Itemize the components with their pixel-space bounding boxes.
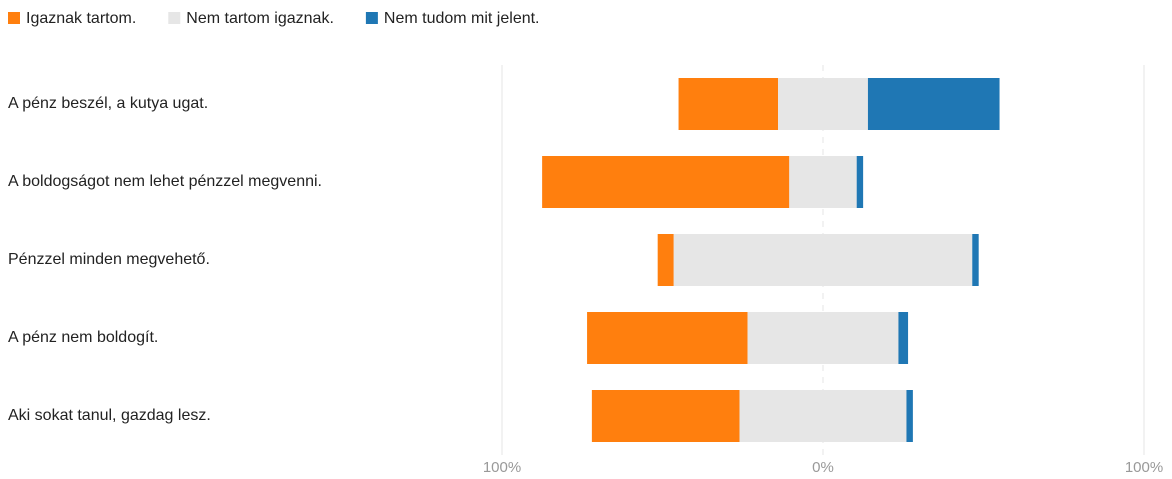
bar-segment	[747, 312, 899, 364]
bar-segment	[678, 78, 779, 130]
bar-segment	[739, 390, 907, 442]
x-tick-label: 0%	[812, 459, 834, 476]
y-tick-label: A pénz beszél, a kutya ugat.	[8, 95, 208, 112]
bar-segment	[778, 78, 868, 130]
bar-segment	[906, 390, 913, 442]
bar-segment	[587, 312, 748, 364]
y-tick-label: A pénz nem boldogít.	[8, 329, 158, 346]
legend-label: Nem tartom igaznak.	[186, 10, 334, 27]
bar-segment	[657, 234, 674, 286]
bar-segment	[898, 312, 909, 364]
x-tick-label: 100%	[1125, 459, 1163, 476]
legend-label: Igaznak tartom.	[26, 10, 136, 27]
x-tick-label: 100%	[483, 459, 521, 476]
legend-label: Nem tudom mit jelent.	[384, 10, 540, 27]
bar-segment	[867, 78, 1000, 130]
bar-segment	[542, 156, 790, 208]
y-tick-label: Aki sokat tanul, gazdag lesz.	[8, 407, 211, 424]
bar-segment	[856, 156, 864, 208]
legend-swatch	[365, 12, 378, 24]
y-tick-label: A boldogságot nem lehet pénzzel megvenni…	[8, 173, 322, 190]
y-tick-label: Pénzzel minden megvehető.	[8, 251, 210, 268]
bar-segment	[673, 234, 973, 286]
bar-segment	[789, 156, 857, 208]
legend-swatch	[168, 12, 181, 24]
bar-segment	[591, 390, 740, 442]
legend-swatch	[8, 12, 20, 24]
bar-segment	[972, 234, 979, 286]
